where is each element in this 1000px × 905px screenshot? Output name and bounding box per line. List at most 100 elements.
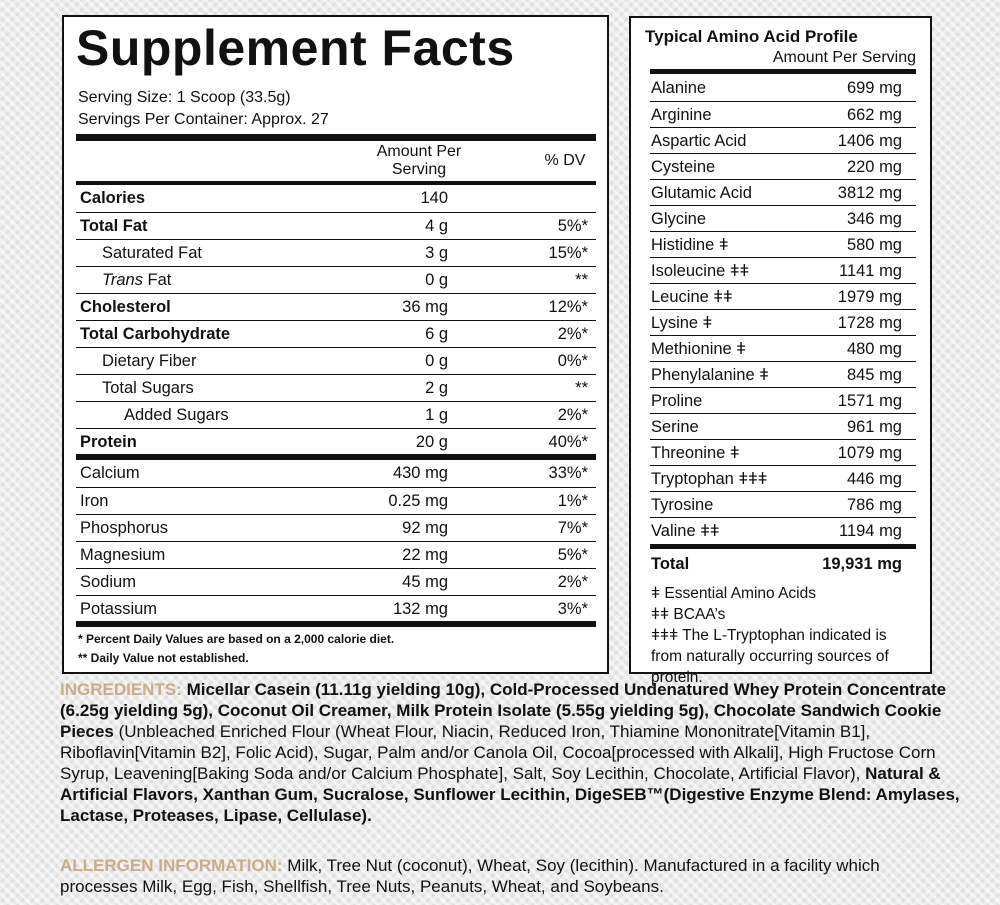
daily-value: 40%* <box>548 433 588 451</box>
amino-amount: 580 mg <box>846 236 902 254</box>
daily-value: 5%* <box>557 546 588 564</box>
rule <box>76 181 596 185</box>
amount: 3 g <box>425 244 448 262</box>
amino-name: Arginine <box>651 106 712 124</box>
amino-row: Serine 961 mg <box>650 413 916 439</box>
amino-name: Alanine <box>651 79 707 97</box>
legend-note: ǂǂǂ The L-Tryptophan indicated is from n… <box>651 627 889 686</box>
nutrient-name: Total Carbohydrate <box>80 325 231 343</box>
amino-amount: 446 mg <box>846 470 902 488</box>
daily-value: 2%* <box>557 325 588 343</box>
amino-name: Glycine <box>651 210 707 228</box>
amino-name: Lysine ǂ <box>651 314 713 332</box>
nutrient-row: Phosphorus 92 mg 7%* <box>76 514 596 541</box>
thick-rule <box>650 69 916 74</box>
daily-value: 12%* <box>548 298 588 316</box>
nutrient-name: Added Sugars <box>124 406 229 424</box>
nutrient-name-rest: Fat <box>142 271 172 289</box>
amino-row: Tyrosine 786 mg <box>650 491 916 517</box>
nutrient-row: Saturated Fat 3 g 15%* <box>76 239 596 266</box>
amino-amount: 1141 mg <box>839 262 902 280</box>
amino-name: Histidine ǂ <box>651 236 729 254</box>
thick-rule <box>76 134 596 141</box>
footnote: * Percent Daily Values are based on a 2,… <box>78 632 395 646</box>
amino-name: Leucine ǂǂ <box>651 288 733 306</box>
amino-name: Cysteine <box>651 158 716 176</box>
thick-rule <box>76 621 596 627</box>
amino-name: Glutamic Acid <box>651 184 752 202</box>
nutrient-name: Protein <box>80 433 137 451</box>
daily-value: 7%* <box>557 519 588 537</box>
amino-row: Proline 1571 mg <box>650 387 916 413</box>
amino-amount: 1079 mg <box>837 444 902 462</box>
amino-row: Tryptophan ǂǂǂ 446 mg <box>650 465 916 491</box>
nutrient-row: Magnesium 22 mg 5%* <box>76 541 596 568</box>
amount: 45 mg <box>402 573 448 591</box>
amino-row: Isoleucine ǂǂ 1141 mg <box>650 257 916 283</box>
nutrient-name: Phosphorus <box>80 519 169 537</box>
amino-row: Glycine 346 mg <box>650 205 916 231</box>
daily-value: 0%* <box>557 352 588 370</box>
total-label: Total <box>651 555 690 573</box>
amino-amount: 220 mg <box>846 158 902 176</box>
amino-name: Phenylalanine ǂ <box>651 366 769 384</box>
dv-header: % DV <box>544 152 586 169</box>
amino-acid-panel: Typical Amino Acid Profile Amount Per Ser… <box>629 16 932 686</box>
daily-value: 15%* <box>548 244 588 262</box>
amino-amount: 1979 mg <box>837 288 902 306</box>
daily-value: 5%* <box>557 217 588 235</box>
ingredients-label: INGREDIENTS: <box>60 680 182 699</box>
amino-name: Tyrosine <box>651 496 714 514</box>
nutrient-name: Trans Fat <box>102 271 171 290</box>
amino-row: Alanine 699 mg <box>650 75 916 101</box>
nutrient-row: Total Sugars 2 g ** <box>76 374 596 401</box>
ingredient-text: (Unbleached Enriched Flour (Wheat Flour,… <box>60 722 936 783</box>
amino-amount: 662 mg <box>846 106 902 124</box>
daily-value: ** <box>575 271 588 289</box>
legend-note: ǂ Essential Amino Acids <box>651 585 816 602</box>
amino-amount: 1194 mg <box>839 522 902 540</box>
amino-name: Threonine ǂ <box>651 444 740 462</box>
legend-note: ǂǂ BCAA’s <box>651 606 726 623</box>
amino-name: Proline <box>651 392 703 410</box>
nutrient-row: Cholesterol 36 mg 12%* <box>76 293 596 320</box>
amino-amount: 961 mg <box>846 418 902 436</box>
nutrient-row: Total Carbohydrate 6 g 2%* <box>76 320 596 347</box>
amino-row: Lysine ǂ 1728 mg <box>650 309 916 335</box>
allergen-text: Milk, Tree Nut (coconut), Wheat, Soy (le… <box>60 856 880 896</box>
ingredient-text: Micellar Casein (11.11g yielding 10g), C… <box>60 680 947 741</box>
amount: 36 mg <box>402 298 448 316</box>
nutrient-name: Cholesterol <box>80 298 171 316</box>
amino-row: Threonine ǂ 1079 mg <box>650 439 916 465</box>
amino-name: Tryptophan ǂǂǂ <box>651 470 768 488</box>
amino-name: Aspartic Acid <box>651 132 747 150</box>
nutrient-name: Calories <box>80 189 146 207</box>
nutrient-row: Iron 0.25 mg 1%* <box>76 487 596 514</box>
nutrient-row: Added Sugars 1 g 2%* <box>76 401 596 428</box>
amount: 2 g <box>425 379 448 397</box>
amino-row: Cysteine 220 mg <box>650 153 916 179</box>
total-amount: 19,931 mg <box>822 555 902 573</box>
amino-amount: 786 mg <box>846 496 902 514</box>
amino-row: Glutamic Acid 3812 mg <box>650 179 916 205</box>
amino-name: Valine ǂǂ <box>651 522 720 540</box>
amino-row: Methionine ǂ 480 mg <box>650 335 916 361</box>
nutrient-row: Protein 20 g 40%* <box>76 428 596 455</box>
footnote: ** Daily Value not established. <box>78 651 249 665</box>
supplement-facts-panel: Supplement Facts Serving Size: 1 Scoop (3… <box>62 15 609 674</box>
amino-name: Isoleucine ǂǂ <box>651 262 750 280</box>
amino-amount: 346 mg <box>846 210 902 228</box>
amino-row: Phenylalanine ǂ 845 mg <box>650 361 916 387</box>
nutrient-row: Calcium 430 mg 33%* <box>76 460 596 487</box>
daily-value: ** <box>575 379 588 397</box>
amino-amount: 699 mg <box>846 79 902 97</box>
amount: 0.25 mg <box>388 492 448 510</box>
daily-value: 1%* <box>557 492 588 510</box>
nutrient-row: Trans Fat 0 g ** <box>76 266 596 293</box>
amount: 430 mg <box>392 464 448 482</box>
serving-size: Serving Size: 1 Scoop (33.5g) <box>78 89 291 106</box>
nutrient-row: Sodium 45 mg 2%* <box>76 568 596 595</box>
nutrient-name: Sodium <box>80 573 136 591</box>
amount: 4 g <box>425 217 448 235</box>
italic-prefix: Trans <box>102 271 143 289</box>
